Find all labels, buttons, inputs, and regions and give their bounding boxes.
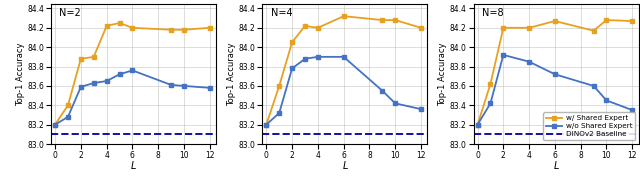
X-axis label: L: L bbox=[554, 161, 559, 171]
w/ Shared Expert bbox=[340, 15, 348, 17]
w/ Shared Expert bbox=[129, 27, 136, 29]
w/ Shared Expert bbox=[275, 85, 283, 87]
w/o Shared Expert bbox=[275, 112, 283, 114]
w/o Shared Expert bbox=[90, 82, 97, 84]
w/ Shared Expert bbox=[116, 22, 124, 24]
w/o Shared Expert bbox=[499, 54, 507, 56]
w/o Shared Expert bbox=[301, 58, 309, 60]
X-axis label: L: L bbox=[342, 161, 348, 171]
Line: w/ Shared Expert: w/ Shared Expert bbox=[53, 21, 212, 127]
DINOv2 Baseline bbox=[275, 133, 283, 135]
w/ Shared Expert bbox=[486, 83, 494, 85]
DINOv2 Baseline bbox=[486, 133, 494, 135]
w/ Shared Expert bbox=[417, 27, 425, 29]
w/ Shared Expert bbox=[589, 30, 597, 32]
w/o Shared Expert bbox=[474, 123, 481, 126]
w/o Shared Expert bbox=[589, 85, 597, 87]
Text: N=2: N=2 bbox=[60, 8, 81, 18]
w/ Shared Expert bbox=[77, 58, 84, 60]
w/o Shared Expert bbox=[417, 108, 425, 110]
w/o Shared Expert bbox=[288, 67, 296, 69]
w/ Shared Expert bbox=[499, 27, 507, 29]
w/ Shared Expert bbox=[392, 19, 399, 21]
w/ Shared Expert bbox=[525, 27, 533, 29]
DINOv2 Baseline bbox=[474, 133, 481, 135]
w/ Shared Expert bbox=[180, 29, 188, 31]
w/ Shared Expert bbox=[378, 19, 386, 21]
w/o Shared Expert bbox=[603, 99, 611, 102]
w/ Shared Expert bbox=[301, 25, 309, 27]
w/o Shared Expert bbox=[628, 109, 636, 111]
w/ Shared Expert bbox=[288, 41, 296, 43]
w/o Shared Expert bbox=[129, 69, 136, 71]
w/ Shared Expert bbox=[90, 56, 97, 58]
w/o Shared Expert bbox=[340, 56, 348, 58]
w/o Shared Expert bbox=[116, 73, 124, 75]
w/o Shared Expert bbox=[378, 90, 386, 92]
w/ Shared Expert bbox=[314, 27, 322, 29]
DINOv2 Baseline bbox=[262, 133, 270, 135]
w/o Shared Expert bbox=[486, 102, 494, 104]
Line: w/ Shared Expert: w/ Shared Expert bbox=[264, 14, 423, 127]
w/ Shared Expert bbox=[603, 19, 611, 21]
w/o Shared Expert bbox=[64, 116, 72, 118]
DINOv2 Baseline bbox=[51, 133, 59, 135]
Y-axis label: Top-1 Accuracy: Top-1 Accuracy bbox=[438, 42, 447, 105]
Y-axis label: Top-1 Accuracy: Top-1 Accuracy bbox=[15, 42, 24, 105]
w/ Shared Expert bbox=[167, 29, 175, 31]
Y-axis label: Top-1 Accuracy: Top-1 Accuracy bbox=[227, 42, 236, 105]
w/o Shared Expert bbox=[77, 86, 84, 88]
Text: N=8: N=8 bbox=[482, 8, 504, 18]
w/ Shared Expert bbox=[628, 20, 636, 22]
w/ Shared Expert bbox=[262, 123, 270, 126]
w/o Shared Expert bbox=[180, 85, 188, 87]
w/o Shared Expert bbox=[525, 61, 533, 63]
w/o Shared Expert bbox=[262, 123, 270, 126]
w/o Shared Expert bbox=[51, 123, 59, 126]
Text: N=4: N=4 bbox=[271, 8, 292, 18]
Line: w/o Shared Expert: w/o Shared Expert bbox=[53, 68, 212, 127]
w/ Shared Expert bbox=[103, 25, 111, 27]
DINOv2 Baseline bbox=[64, 133, 72, 135]
Line: w/o Shared Expert: w/o Shared Expert bbox=[476, 53, 634, 127]
Line: w/o Shared Expert: w/o Shared Expert bbox=[264, 55, 423, 127]
w/ Shared Expert bbox=[206, 27, 214, 29]
w/ Shared Expert bbox=[474, 123, 481, 126]
w/ Shared Expert bbox=[551, 20, 559, 22]
w/o Shared Expert bbox=[206, 87, 214, 89]
w/ Shared Expert bbox=[64, 104, 72, 106]
w/o Shared Expert bbox=[167, 84, 175, 86]
w/o Shared Expert bbox=[392, 102, 399, 104]
w/ Shared Expert bbox=[51, 123, 59, 126]
w/o Shared Expert bbox=[551, 73, 559, 75]
Legend: w/ Shared Expert, w/o Shared Expert, DINOv2 Baseline: w/ Shared Expert, w/o Shared Expert, DIN… bbox=[543, 112, 635, 140]
X-axis label: L: L bbox=[131, 161, 136, 171]
w/o Shared Expert bbox=[314, 56, 322, 58]
Line: w/ Shared Expert: w/ Shared Expert bbox=[476, 18, 634, 127]
w/o Shared Expert bbox=[103, 80, 111, 82]
